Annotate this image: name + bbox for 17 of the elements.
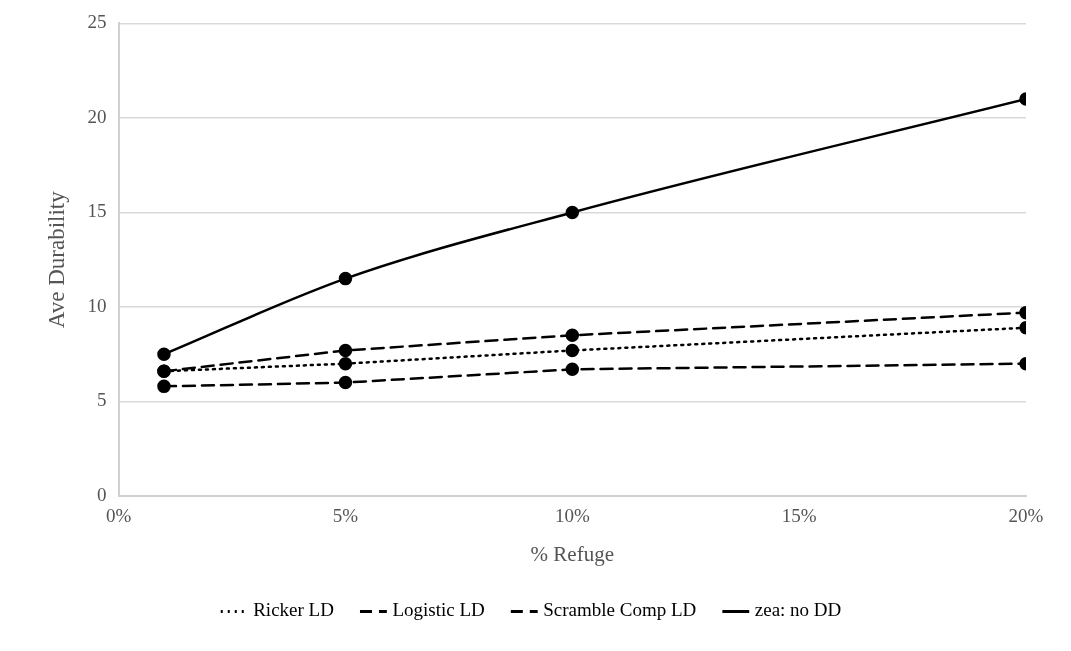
x-axis-title: % Refuge xyxy=(530,541,614,566)
y-tick-label: 20 xyxy=(87,105,107,127)
y-tick-label: 25 xyxy=(87,11,107,33)
x-tick-label: 15% xyxy=(781,505,817,527)
x-tick-label: 0% xyxy=(105,505,132,527)
y-tick-label: 0 xyxy=(97,483,107,505)
y-tick-label: 15 xyxy=(87,200,107,222)
y-tick-label: 5 xyxy=(97,389,107,411)
y-tick-label: 10 xyxy=(87,294,107,316)
x-tick-label: 10% xyxy=(554,505,590,527)
x-tick-label: 5% xyxy=(332,505,359,527)
y-axis-title: Ave Durability xyxy=(43,190,69,329)
legend-label: Scramble Comp LD xyxy=(543,599,697,621)
x-tick-label: 20% xyxy=(1008,505,1044,527)
legend-label: Ricker LD xyxy=(253,599,334,621)
legend-label: zea: no DD xyxy=(754,599,842,621)
legend-label: Logistic LD xyxy=(392,599,485,621)
